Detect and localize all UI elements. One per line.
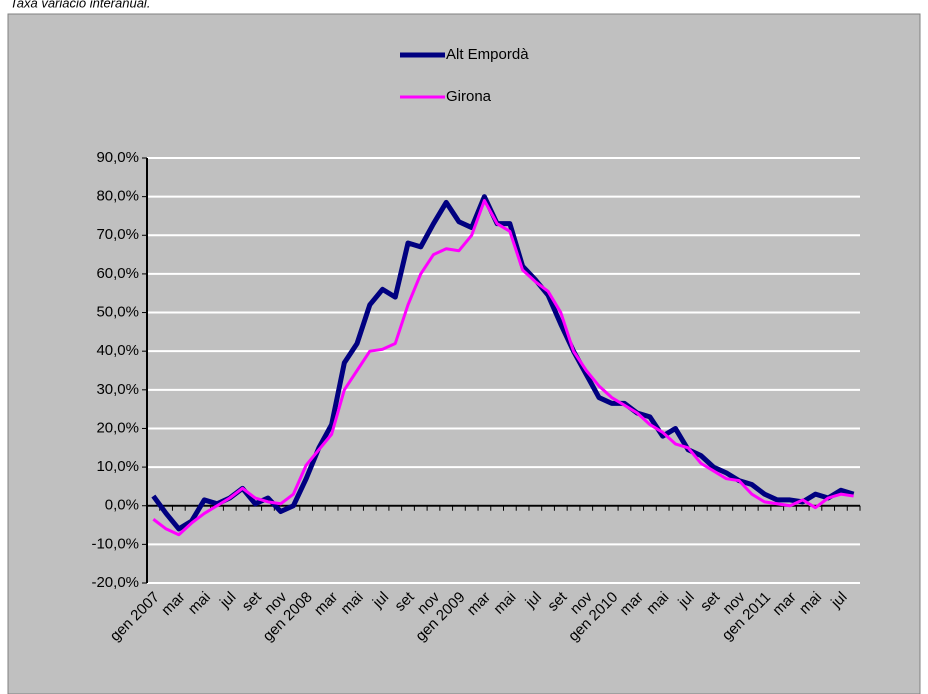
y-tick-label: 40,0% <box>96 342 139 359</box>
y-tick-label: 0,0% <box>105 497 139 514</box>
chart-background <box>7 13 921 694</box>
series-line <box>152 199 854 537</box>
y-tick-label: 70,0% <box>96 226 139 243</box>
y-tick-label: 20,0% <box>96 419 139 436</box>
y-tick-label: 30,0% <box>96 381 139 398</box>
legend-label: Girona <box>446 88 492 105</box>
y-tick-label: 10,0% <box>96 458 139 475</box>
legend-label: Alt Empordà <box>446 46 529 63</box>
y-tick-label: 80,0% <box>96 188 139 205</box>
y-tick-label: 50,0% <box>96 304 139 321</box>
y-tick-label: 60,0% <box>96 265 139 282</box>
y-tick-label: -10,0% <box>91 535 139 552</box>
y-tick-label: -20,0% <box>91 574 139 591</box>
chart-title: Taxa variació interanual. <box>10 0 150 10</box>
y-tick-label: 90,0% <box>96 149 139 166</box>
